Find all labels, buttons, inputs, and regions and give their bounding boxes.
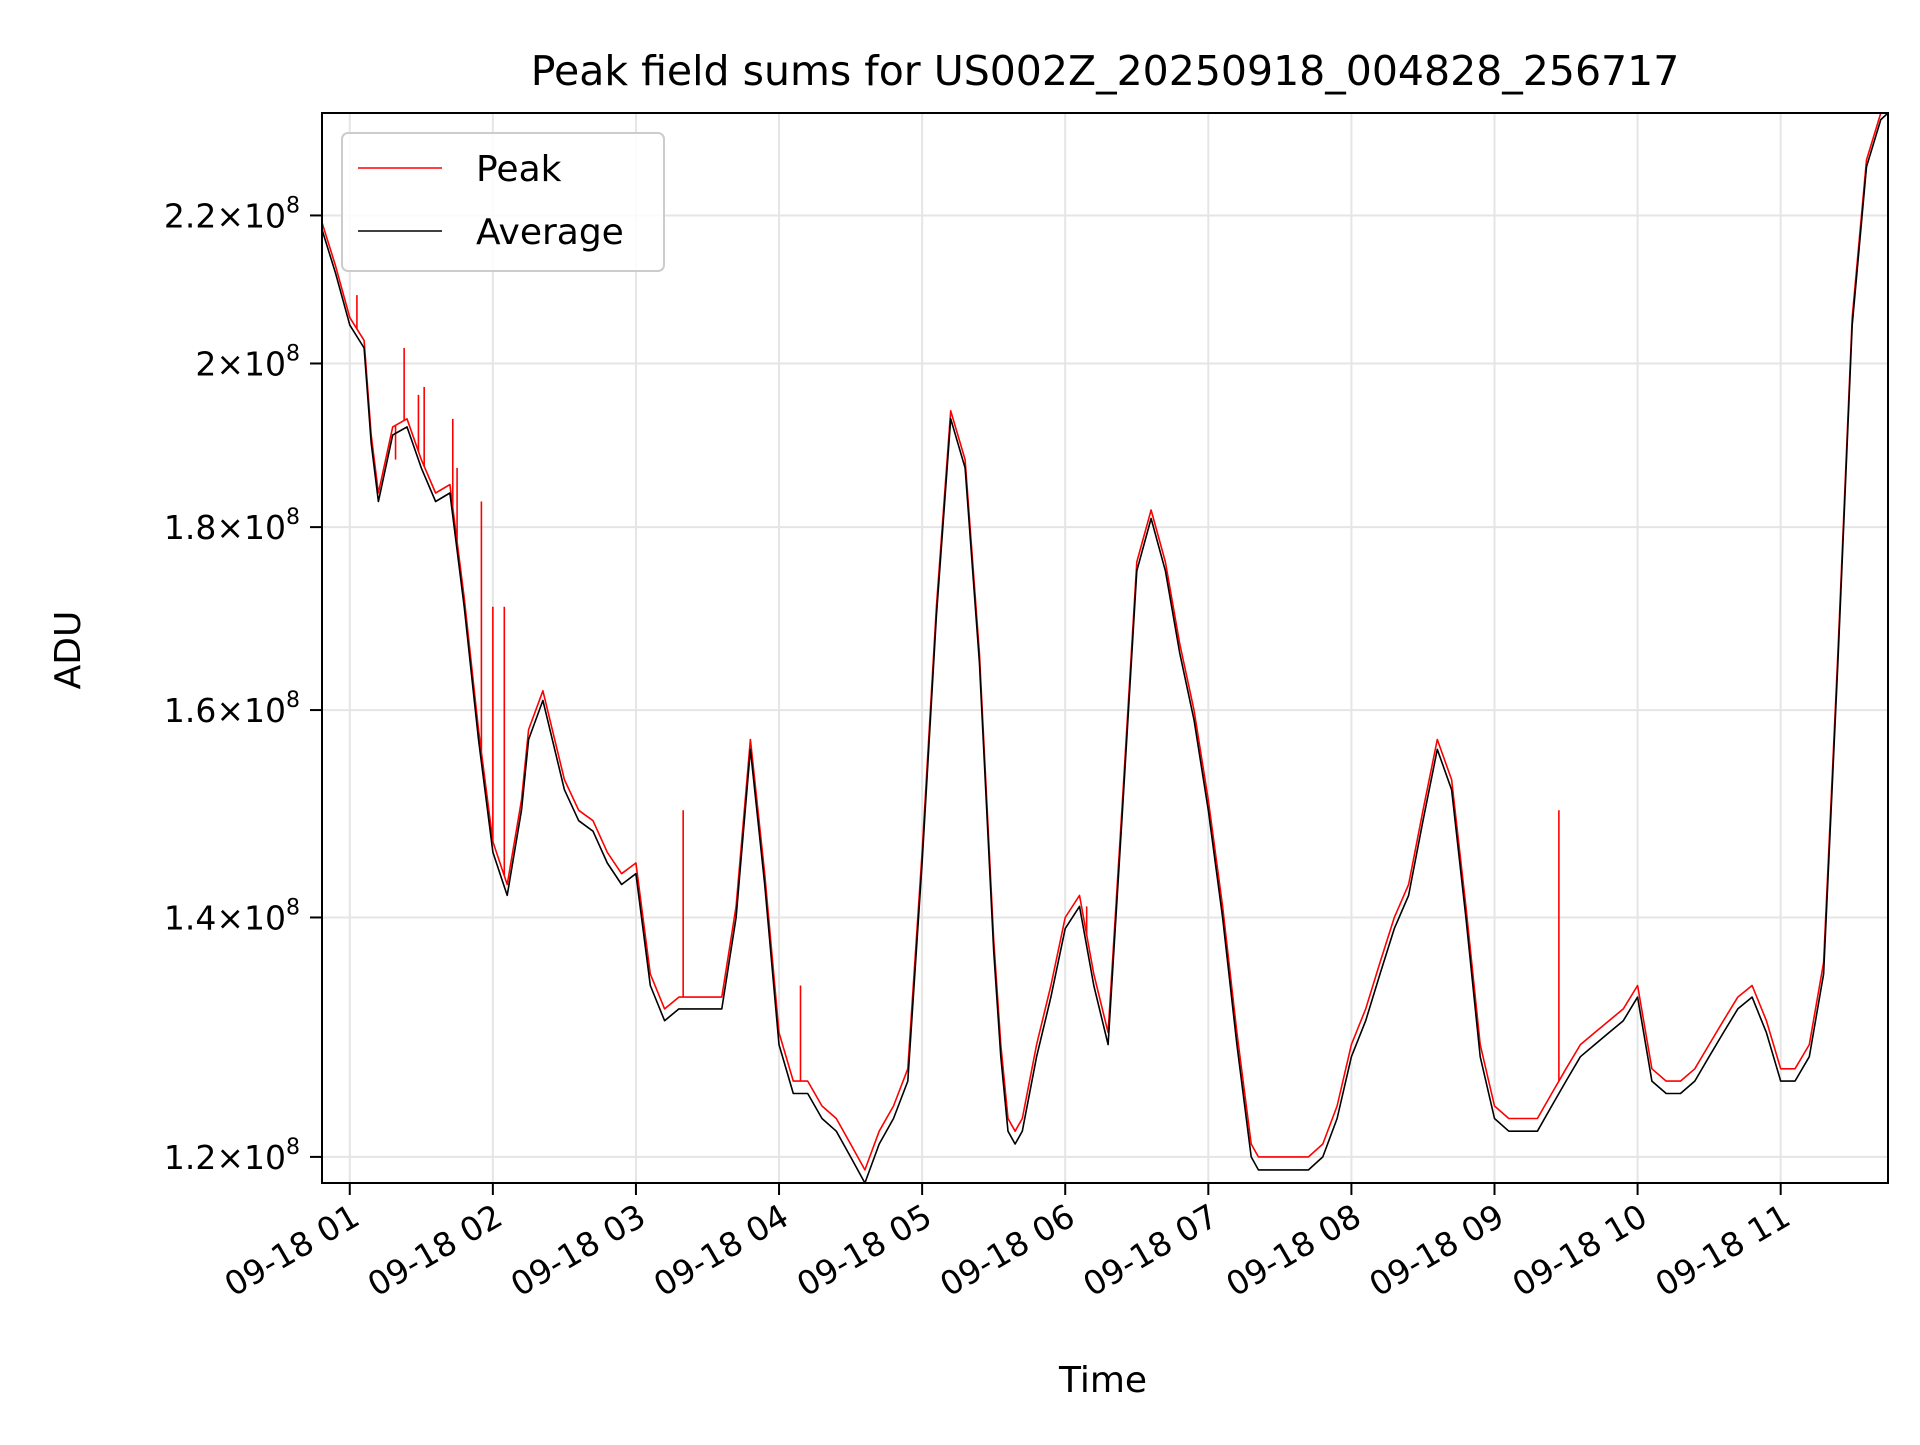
chart-title: Peak field sums for US002Z_20250918_0048… [531, 47, 1680, 95]
y-axis-label: ADU [48, 611, 89, 690]
legend-label-peak: Peak [476, 149, 562, 190]
y-tick-label: 1.6×108 [164, 688, 300, 730]
y-tick-label: 2.2×108 [164, 193, 300, 235]
series-line-average [322, 113, 1888, 1183]
x-axis-label: Time [1058, 1360, 1147, 1401]
series-layer [322, 113, 1888, 1183]
y-tick-label: 1.2×108 [164, 1135, 300, 1177]
legend-label-average: Average [476, 212, 624, 253]
plot-frame [321, 112, 1889, 1184]
y-tick-label: 1.8×108 [164, 505, 300, 547]
y-tick-label: 1.4×108 [164, 895, 300, 937]
y-axis-ticks: 1.2×108 1.4×108 1.6×108 1.8×108 2×108 2.2×108 [164, 193, 322, 1177]
series-group [322, 113, 1888, 1183]
grid [322, 113, 1888, 1183]
legend: Peak Average [341, 132, 665, 272]
series-line-peak [322, 113, 1882, 1171]
y-tick-label: 2×108 [195, 341, 300, 383]
